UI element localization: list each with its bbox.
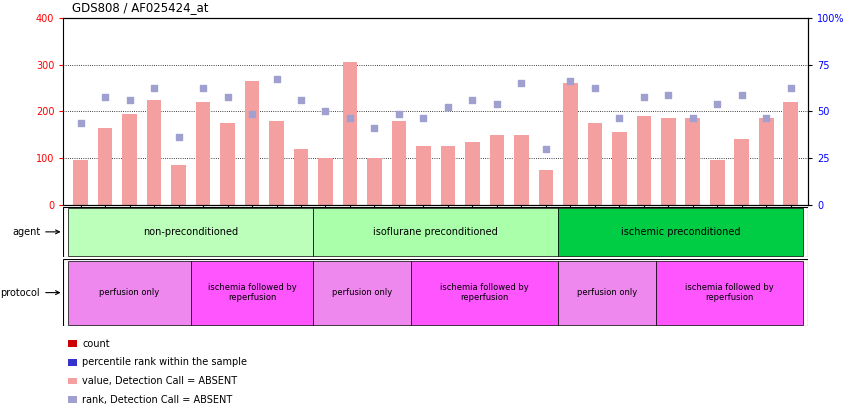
Point <box>711 101 724 108</box>
Text: non-preconditioned: non-preconditioned <box>143 227 239 237</box>
Point <box>662 92 675 98</box>
Bar <box>661 118 676 205</box>
Text: count: count <box>82 339 110 349</box>
Bar <box>411 260 558 325</box>
Point <box>465 96 479 103</box>
Bar <box>313 208 558 256</box>
Bar <box>122 114 137 205</box>
Bar <box>318 158 332 205</box>
Point <box>760 115 773 122</box>
Point <box>637 94 651 101</box>
Point <box>441 104 454 110</box>
Bar <box>98 128 113 205</box>
Bar <box>68 377 77 384</box>
Point <box>343 115 357 122</box>
Text: ischemia followed by
reperfusion: ischemia followed by reperfusion <box>685 283 774 302</box>
Bar <box>539 170 553 205</box>
Bar <box>69 260 191 325</box>
Bar <box>416 146 431 205</box>
Text: percentile rank within the sample: percentile rank within the sample <box>82 357 248 367</box>
Point <box>294 96 308 103</box>
Point <box>588 85 602 92</box>
Bar <box>68 396 77 403</box>
Text: value, Detection Call = ABSENT: value, Detection Call = ABSENT <box>82 376 238 386</box>
Point <box>123 96 136 103</box>
Text: rank, Detection Call = ABSENT: rank, Detection Call = ABSENT <box>82 395 233 405</box>
Point <box>221 94 234 101</box>
Bar <box>656 260 803 325</box>
Bar <box>490 134 504 205</box>
Bar <box>171 165 186 205</box>
Point <box>784 85 798 92</box>
Bar <box>69 208 313 256</box>
Text: GDS808 / AF025424_at: GDS808 / AF025424_at <box>72 1 208 14</box>
Bar <box>244 81 260 205</box>
Text: isoflurane preconditioned: isoflurane preconditioned <box>373 227 498 237</box>
Bar <box>392 121 406 205</box>
Bar <box>68 359 77 366</box>
Text: protocol: protocol <box>1 288 59 298</box>
Bar <box>636 116 651 205</box>
Bar <box>74 160 88 205</box>
Bar <box>343 62 357 205</box>
Text: perfusion only: perfusion only <box>332 288 393 297</box>
Point <box>270 76 283 82</box>
Point <box>563 78 577 84</box>
Text: perfusion only: perfusion only <box>577 288 637 297</box>
Bar <box>146 100 162 205</box>
Text: perfusion only: perfusion only <box>100 288 160 297</box>
Bar <box>441 146 455 205</box>
Bar <box>313 260 411 325</box>
Point <box>514 80 528 87</box>
Point <box>686 115 700 122</box>
Bar <box>783 102 798 205</box>
Point <box>147 85 161 92</box>
Bar <box>195 102 211 205</box>
Text: ischemia followed by
reperfusion: ischemia followed by reperfusion <box>207 283 296 302</box>
Bar <box>734 139 750 205</box>
Bar <box>558 208 803 256</box>
Bar <box>685 118 700 205</box>
Bar <box>514 134 529 205</box>
Bar <box>269 121 284 205</box>
Bar <box>759 118 773 205</box>
Point <box>319 108 332 115</box>
Point <box>490 101 503 108</box>
Text: ischemia followed by
reperfusion: ischemia followed by reperfusion <box>440 283 529 302</box>
Point <box>172 134 185 140</box>
Text: agent: agent <box>12 227 59 237</box>
Bar <box>558 260 656 325</box>
Bar <box>68 340 77 347</box>
Point <box>613 115 626 122</box>
Text: ischemic preconditioned: ischemic preconditioned <box>621 227 740 237</box>
Point <box>417 115 431 122</box>
Bar <box>465 142 480 205</box>
Point <box>539 145 552 152</box>
Point <box>74 120 87 126</box>
Bar <box>612 132 627 205</box>
Point <box>98 94 112 101</box>
Point <box>245 111 259 117</box>
Bar <box>191 260 313 325</box>
Point <box>196 85 210 92</box>
Point <box>735 92 749 98</box>
Bar <box>294 149 308 205</box>
Bar <box>220 123 235 205</box>
Bar <box>587 123 602 205</box>
Point <box>368 124 382 131</box>
Bar <box>710 160 725 205</box>
Point <box>393 111 406 117</box>
Bar <box>367 158 382 205</box>
Bar <box>563 83 578 205</box>
